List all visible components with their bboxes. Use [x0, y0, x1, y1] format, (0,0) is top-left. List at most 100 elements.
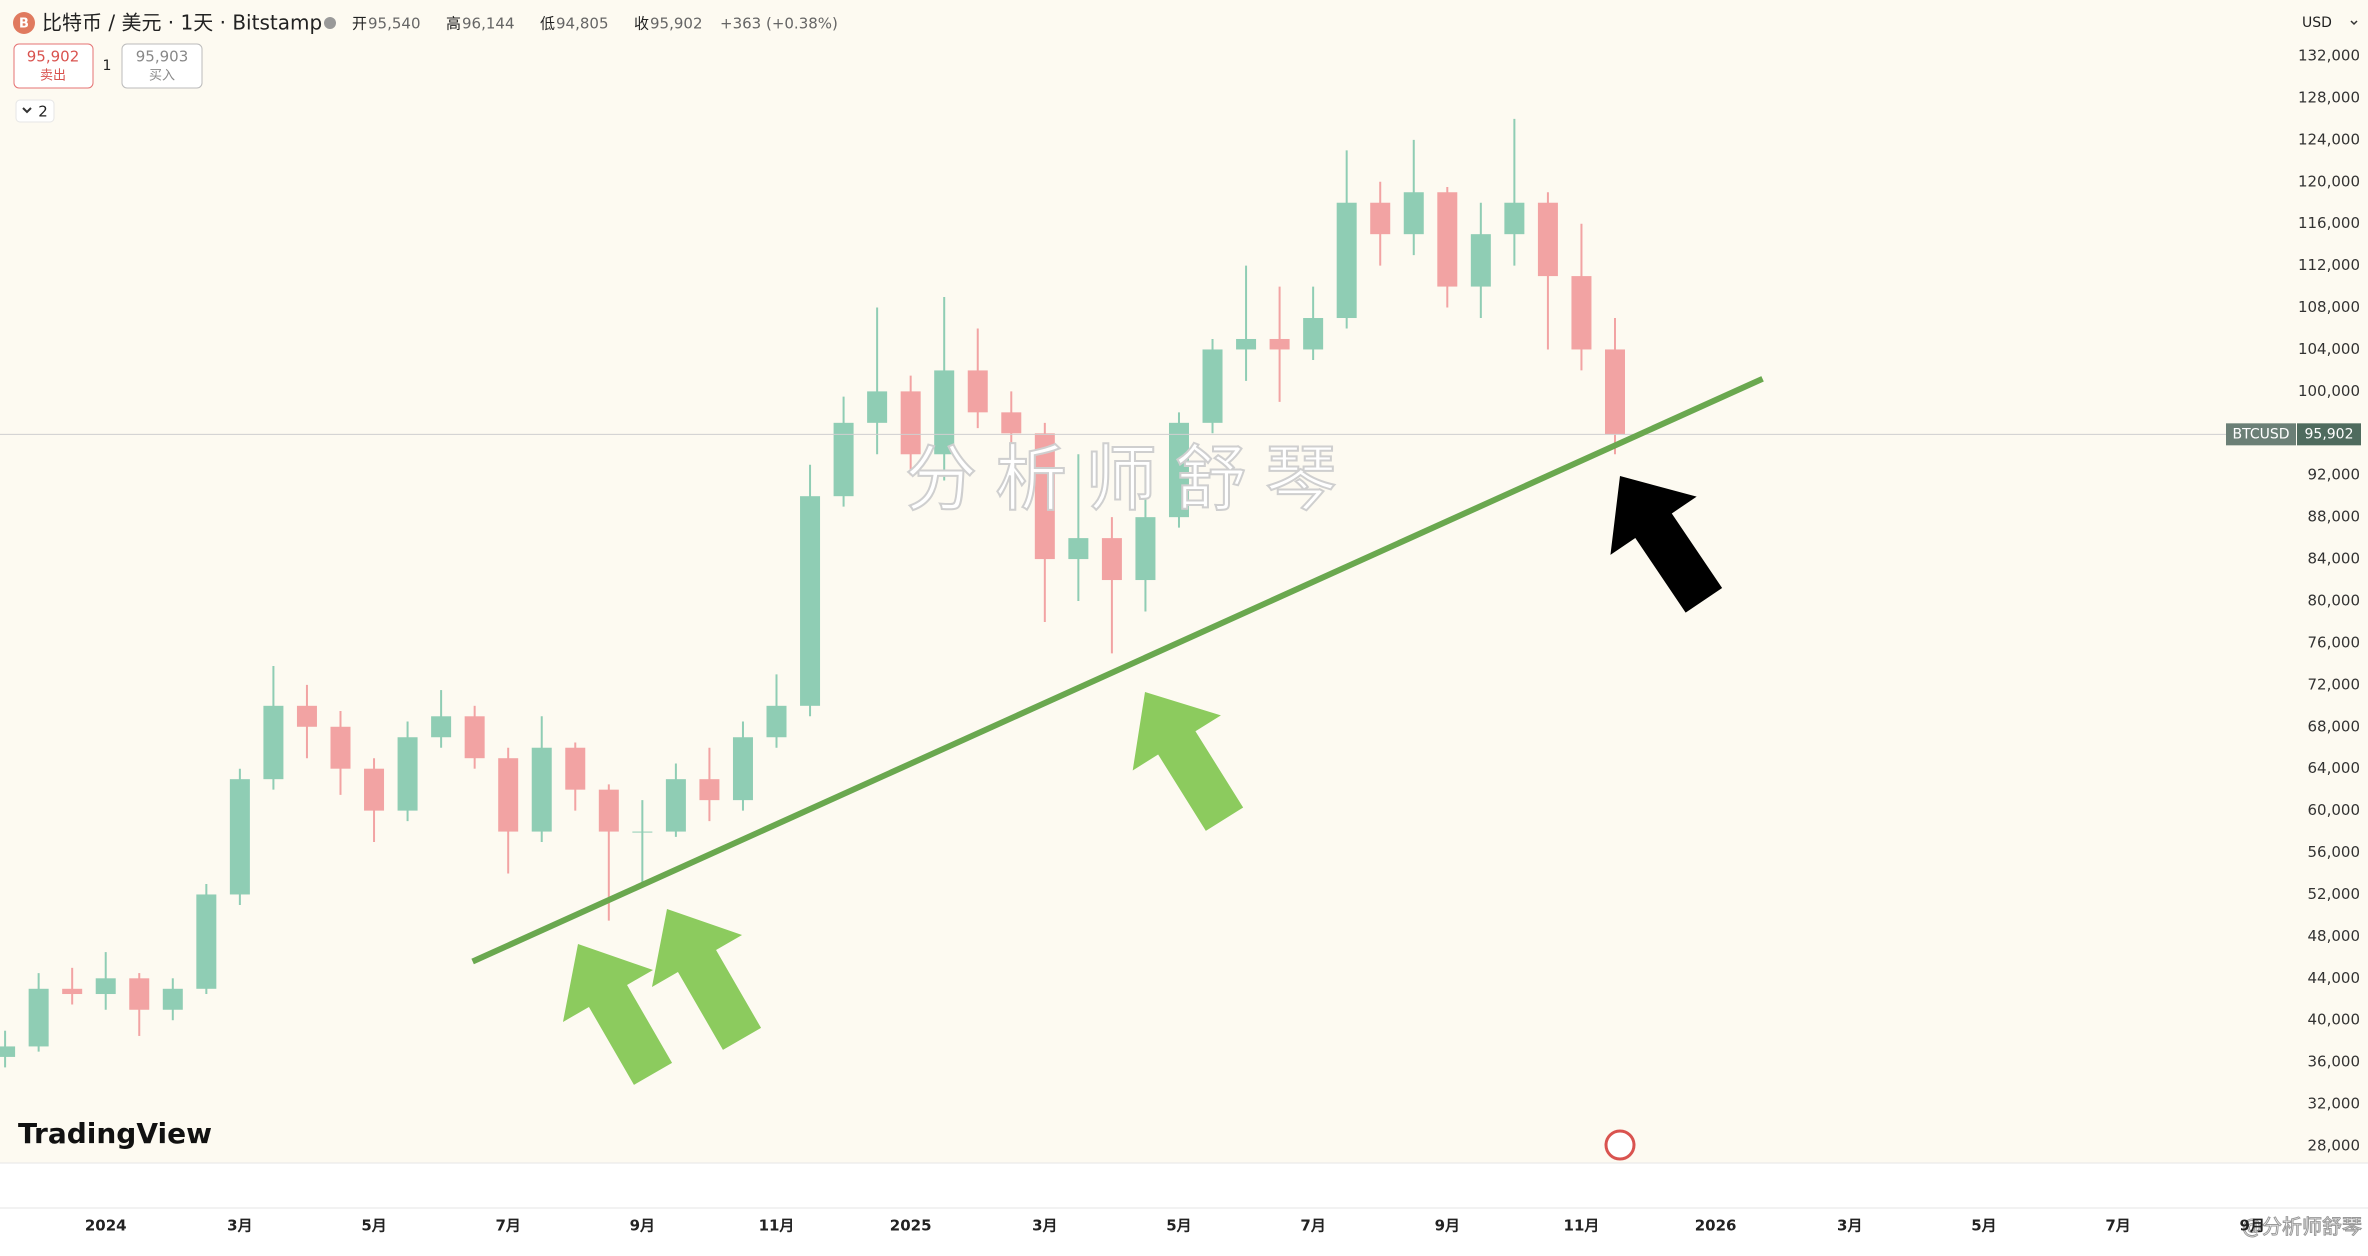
change: +363 (+0.38%) [720, 15, 838, 33]
candle-body [1135, 517, 1156, 581]
ohlc: 开 95,540 高 96,144 低 94,805 收 95,902 +363 (+0.38%… [352, 15, 838, 33]
x-tick-label: 5月 [1971, 1217, 1996, 1235]
currency[interactable]: USD [2302, 15, 2332, 31]
symbol-icon [13, 12, 35, 34]
candle-body [1001, 412, 1022, 434]
x-tick-label: 3月 [1837, 1217, 1862, 1235]
black-arrow [1610, 476, 1723, 613]
x-tick-label: 2026 [1695, 1217, 1737, 1235]
ohlc-label: 开 [352, 15, 367, 33]
candle-body [1202, 349, 1223, 423]
candle-body [1236, 338, 1257, 350]
x-tick-label: 3月 [1032, 1217, 1057, 1235]
watermark: 分析师舒琴 [905, 437, 1355, 521]
x-tick-label: 7月 [2105, 1217, 2130, 1235]
candle-body [397, 737, 418, 811]
candle-body [1403, 192, 1424, 235]
y-tick-label: 64,000 [2308, 759, 2361, 777]
symbol-icon-letter: B [19, 17, 29, 32]
x-tick-label: 11月 [759, 1217, 795, 1235]
y-tick-label: 108,000 [2298, 298, 2360, 316]
x-tick-label: 7月 [1300, 1217, 1325, 1235]
y-tick-label: 120,000 [2298, 172, 2360, 190]
candle-body [464, 716, 485, 759]
candle-body [531, 747, 552, 832]
candle-body [229, 779, 250, 895]
y-tick-label: 72,000 [2308, 675, 2361, 693]
y-tick-label: 80,000 [2308, 592, 2361, 610]
price-tag-box [2297, 423, 2361, 446]
candle-body [1504, 202, 1525, 235]
candle-body [431, 716, 452, 738]
y-tick-label: 68,000 [2308, 717, 2361, 735]
y-tick-label: 92,000 [2308, 466, 2361, 484]
price-tag-price: 95,902 [2305, 426, 2354, 442]
candle-body [162, 988, 183, 1010]
chevron [2350, 20, 2358, 26]
candle-body [196, 894, 217, 989]
candle-body [1303, 318, 1324, 350]
plot-background [0, 0, 2288, 1163]
indicators-toggle[interactable] [15, 99, 55, 123]
candle-body [1034, 433, 1055, 560]
y-tick-label: 116,000 [2298, 214, 2360, 232]
y-tick-label: 48,000 [2308, 927, 2361, 945]
candle-body [62, 988, 83, 995]
y-tick-label: 32,000 [2308, 1095, 2361, 1113]
candle-body [934, 370, 955, 455]
price-tag-symbol-box [2226, 423, 2296, 446]
x-tick-label: 5月 [361, 1217, 386, 1235]
candle-body [1336, 202, 1357, 319]
ohlc-label: 收 [634, 15, 649, 33]
y-tick-label: 76,000 [2308, 633, 2361, 651]
candle-body [766, 705, 787, 738]
candle-body [498, 758, 519, 832]
logo: TradingView [18, 1117, 212, 1150]
trendline [471, 376, 1764, 965]
candle-body [833, 422, 854, 497]
green-arrow [1132, 692, 1244, 831]
x-tick-label: 3月 [227, 1217, 252, 1235]
ohlc-value: 95,902 [650, 15, 703, 33]
indicators-count: 2 [38, 103, 48, 121]
candle-body [1537, 202, 1558, 277]
status-dot [324, 17, 336, 29]
candle-body [1571, 276, 1592, 350]
x-tick-label: 5月 [1166, 1217, 1191, 1235]
y-tick-label: 84,000 [2308, 550, 2361, 568]
candle-body [330, 726, 351, 769]
x-tick-label: 9月 [1435, 1217, 1460, 1235]
candle-body [1269, 338, 1290, 350]
candle-body [699, 779, 720, 801]
candle-body [1604, 349, 1625, 435]
candle-body [1470, 234, 1491, 287]
x-tick-label: 7月 [495, 1217, 520, 1235]
candle-body [1168, 422, 1189, 518]
candle-body [364, 768, 385, 811]
candle-body [967, 370, 988, 413]
chevron [22, 107, 32, 114]
green-arrow [562, 944, 673, 1085]
x-tick-label: 9月 [2240, 1217, 2265, 1235]
candle-body [867, 391, 888, 423]
ohlc-value: 94,805 [556, 15, 609, 33]
candle-body [95, 978, 116, 995]
ohlc-value: 96,144 [462, 15, 515, 33]
candle-body [129, 978, 150, 1010]
candle-body [28, 988, 49, 1047]
y-tick-label: 52,000 [2308, 885, 2361, 903]
x-tick-label: 11月 [1564, 1217, 1600, 1235]
marks [0, 118, 2288, 1068]
x-tick-label: 2024 [85, 1217, 127, 1235]
y-tick-label: 56,000 [2308, 843, 2361, 861]
candle-body [1437, 192, 1458, 287]
buy-button[interactable] [121, 43, 203, 89]
y-tick-label: 104,000 [2298, 340, 2360, 358]
ohlc-value: 95,540 [368, 15, 421, 33]
quantity: 1 [103, 58, 112, 74]
sell-button[interactable] [13, 43, 94, 89]
candle-body [263, 705, 284, 780]
event-icon[interactable] [1604, 1129, 1636, 1161]
credit: @分析师舒琴 [2242, 1215, 2362, 1239]
